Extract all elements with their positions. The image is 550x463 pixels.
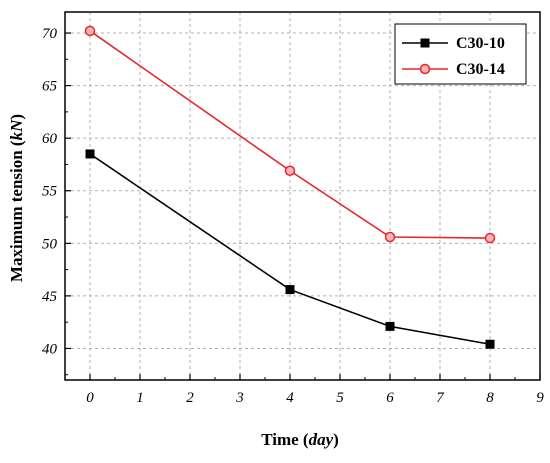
x-tick-label: 9 bbox=[536, 390, 544, 406]
data-point bbox=[484, 232, 496, 244]
y-tick-label: 70 bbox=[42, 26, 58, 42]
legend-marker bbox=[420, 38, 430, 48]
data-point bbox=[485, 339, 495, 349]
y-tick-label: 60 bbox=[42, 131, 58, 147]
data-point bbox=[284, 165, 296, 177]
x-tick-label: 2 bbox=[186, 390, 194, 406]
legend-label: C30-10 bbox=[456, 35, 505, 52]
data-point bbox=[85, 149, 95, 159]
legend-box bbox=[394, 23, 527, 85]
x-tick-label: 7 bbox=[436, 390, 445, 406]
data-point bbox=[285, 285, 295, 295]
data-point bbox=[385, 321, 395, 331]
x-axis-title: Time (day) bbox=[261, 430, 339, 449]
y-axis-title-unit: kN bbox=[7, 119, 26, 141]
x-tick-label: 6 bbox=[386, 390, 394, 406]
legend-entry-C30-10: C30-10 bbox=[402, 35, 505, 52]
y-axis-title-main: Maximum tension ( bbox=[7, 140, 26, 282]
series-layer bbox=[84, 25, 496, 349]
y-tick-label: 50 bbox=[42, 236, 58, 252]
x-tick-label: 8 bbox=[486, 390, 494, 406]
y-axis-title: Maximum tension (kN) bbox=[7, 114, 26, 282]
x-tick-label: 1 bbox=[136, 390, 144, 406]
series-C30-14 bbox=[84, 25, 496, 244]
y-tick-label: 45 bbox=[42, 289, 58, 305]
x-axis-title-main: Time ( bbox=[261, 430, 309, 449]
y-tick-label: 55 bbox=[42, 184, 58, 200]
data-point bbox=[384, 231, 396, 243]
legend-marker bbox=[419, 63, 431, 75]
data-point bbox=[84, 25, 96, 37]
x-tick-label: 0 bbox=[86, 390, 94, 406]
legend-label: C30-14 bbox=[456, 61, 505, 78]
x-axis-title-unit: day bbox=[309, 430, 334, 449]
plot-frame bbox=[64, 11, 541, 381]
legend-entry-C30-14: C30-14 bbox=[402, 61, 505, 78]
series-C30-10 bbox=[85, 149, 495, 349]
legend: C30-10 C30-14 bbox=[394, 23, 527, 85]
x-axis-title-close: ) bbox=[333, 430, 339, 449]
y-tick-label: 65 bbox=[42, 79, 58, 95]
y-axis-title-close: ) bbox=[7, 114, 26, 120]
y-tick-label: 40 bbox=[42, 341, 58, 357]
series-line-C30-14 bbox=[89, 30, 491, 239]
series-line-C30-10 bbox=[89, 153, 491, 346]
x-tick-label: 4 bbox=[286, 390, 294, 406]
x-tick-label: 3 bbox=[235, 390, 244, 406]
x-tick-label: 5 bbox=[336, 390, 344, 406]
